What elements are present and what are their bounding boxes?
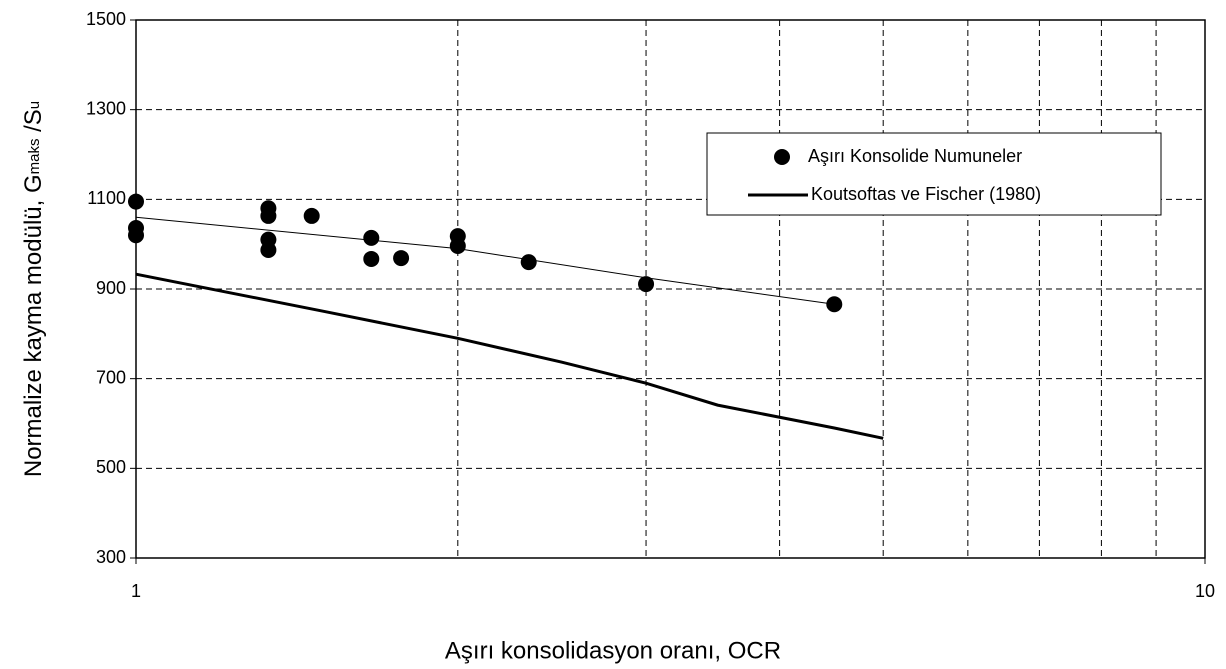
legend-box (706, 132, 1162, 216)
data-point (449, 237, 466, 254)
y-axis-title-part: Normalize kayma modülü, G (20, 174, 47, 477)
y-tick-label: 300 (96, 547, 126, 567)
data-point (520, 254, 537, 271)
y-axis-title-part: /S (20, 109, 47, 138)
legend-marker (774, 149, 790, 165)
y-axis-title-part: maks (26, 139, 43, 175)
legend-label: Koutsoftas ve Fischer (1980) (811, 184, 1041, 204)
y-axis-title: Normalize kayma modülü, Gmaks /Su (20, 101, 47, 477)
y-tick-label: 1500 (86, 9, 126, 29)
data-point (260, 241, 277, 258)
data-line (135, 216, 835, 305)
data-point (260, 207, 277, 224)
data-line (135, 272, 884, 440)
data-point (303, 207, 320, 224)
data-point (638, 276, 655, 293)
x-tick-label: 1 (131, 581, 141, 601)
y-tick-label: 1100 (87, 188, 126, 208)
data-point (393, 250, 410, 267)
y-axis-title-part: u (26, 101, 43, 109)
y-tick-label: 1300 (86, 98, 126, 118)
y-tick-label: 900 (96, 278, 126, 298)
data-point (363, 229, 380, 246)
y-tick-label: 500 (96, 457, 126, 477)
data-point (128, 227, 144, 244)
legend-label: Aşırı Konsolide Numuneler (808, 146, 1022, 166)
plot-frame (135, 19, 1206, 559)
data-point (363, 250, 380, 267)
y-tick-label: 700 (96, 367, 126, 387)
x-axis-title: Aşırı konsolidasyon oranı, OCR (445, 637, 781, 664)
x-tick-label: 10 (1195, 581, 1215, 601)
data-point (128, 193, 144, 210)
